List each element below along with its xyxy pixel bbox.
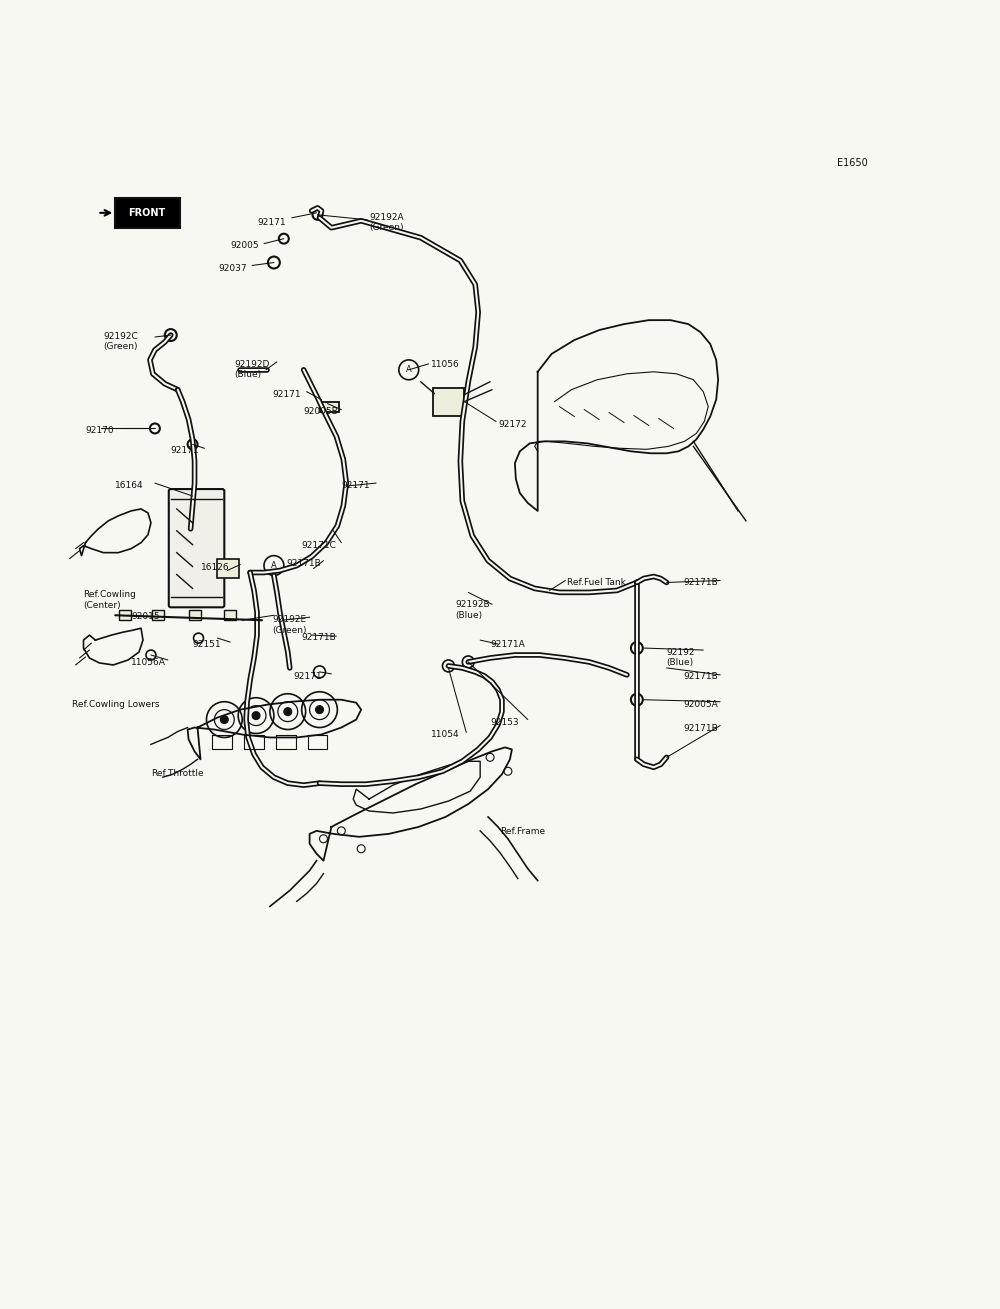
Text: 11056: 11056 [431, 360, 459, 369]
Text: 16126: 16126 [201, 563, 229, 572]
Text: 92005B: 92005B [304, 407, 338, 415]
Text: 92005: 92005 [230, 241, 259, 250]
Text: 92192A
(Green): 92192A (Green) [369, 213, 404, 232]
Circle shape [284, 708, 292, 716]
Text: 92192C
(Green): 92192C (Green) [103, 332, 138, 351]
Text: Ref.Cowling Lowers: Ref.Cowling Lowers [72, 700, 159, 708]
FancyBboxPatch shape [217, 559, 239, 579]
Text: Ref.Frame: Ref.Frame [500, 827, 545, 836]
Text: 92171: 92171 [341, 482, 370, 490]
Text: Ref.Throttle: Ref.Throttle [151, 770, 204, 779]
Text: 92171B: 92171B [683, 672, 718, 681]
Text: 92171B: 92171B [302, 634, 336, 643]
Circle shape [252, 712, 260, 720]
Text: 92171: 92171 [257, 217, 286, 226]
Text: FRONT: FRONT [128, 208, 166, 217]
Text: 92151: 92151 [193, 640, 221, 649]
Text: 16164: 16164 [115, 482, 144, 490]
Text: 92171B: 92171B [683, 724, 718, 733]
Text: 92171: 92171 [294, 672, 322, 681]
FancyBboxPatch shape [169, 490, 224, 607]
FancyBboxPatch shape [115, 198, 180, 228]
Text: 92170: 92170 [85, 427, 114, 436]
FancyBboxPatch shape [119, 610, 131, 620]
Circle shape [316, 706, 323, 713]
Text: 92192
(Blue): 92192 (Blue) [667, 648, 695, 668]
Text: 92171: 92171 [171, 446, 199, 456]
FancyBboxPatch shape [189, 610, 201, 620]
FancyBboxPatch shape [320, 402, 339, 411]
Text: 92005A: 92005A [683, 700, 718, 708]
Text: 92192B
(Blue): 92192B (Blue) [455, 601, 490, 619]
FancyBboxPatch shape [152, 610, 164, 620]
Text: 92153: 92153 [490, 717, 519, 726]
Text: 92171B: 92171B [683, 579, 718, 588]
Text: 92192E
(Green): 92192E (Green) [272, 615, 306, 635]
Text: 11056A: 11056A [131, 658, 166, 668]
Text: 92037: 92037 [218, 263, 247, 272]
Text: 92171C: 92171C [302, 541, 337, 550]
Text: 92172: 92172 [498, 419, 527, 428]
Text: A: A [271, 562, 277, 571]
Text: A: A [406, 365, 412, 374]
Text: Ref.Cowling
(Center): Ref.Cowling (Center) [84, 590, 136, 610]
Text: 92015: 92015 [131, 613, 160, 622]
Circle shape [220, 716, 228, 724]
Text: 11054: 11054 [431, 729, 459, 738]
Text: Ref.Fuel Tank: Ref.Fuel Tank [567, 579, 626, 588]
Text: 92171B: 92171B [287, 559, 322, 568]
FancyBboxPatch shape [433, 387, 464, 415]
Text: E1650: E1650 [837, 158, 868, 168]
Text: 92171: 92171 [272, 390, 301, 399]
Text: 92171A: 92171A [490, 640, 525, 649]
Text: 92192D
(Blue): 92192D (Blue) [234, 360, 270, 380]
FancyBboxPatch shape [224, 610, 236, 620]
